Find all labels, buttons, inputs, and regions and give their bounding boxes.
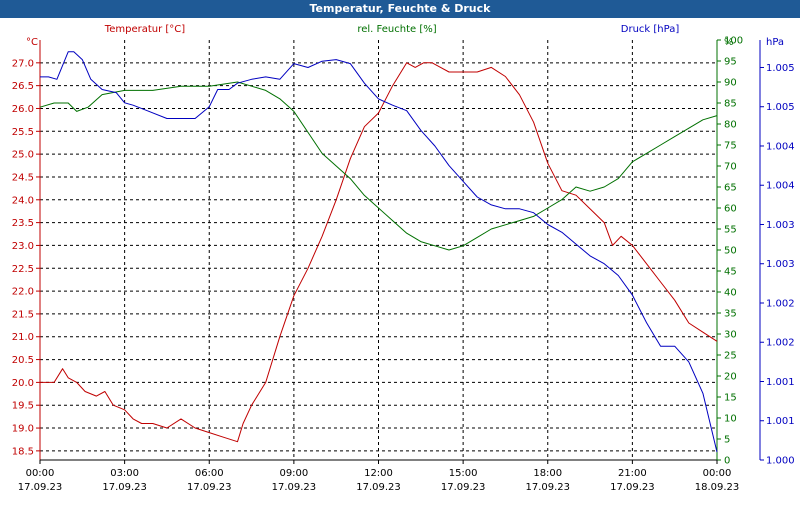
tick-label-temperature: 20.5 <box>12 355 34 366</box>
tick-label-date: 17.09.23 <box>18 482 63 493</box>
tick-label-temperature: 26.5 <box>12 81 34 92</box>
tick-label-temperature: 18.5 <box>12 446 34 457</box>
tick-label-date: 17.09.23 <box>441 482 486 493</box>
tick-label-pressure: 1.002 <box>766 298 795 309</box>
tick-label-humidity: 45 <box>724 267 737 278</box>
tick-label-time: 03:00 <box>110 468 139 479</box>
tick-label-date: 17.09.23 <box>610 482 655 493</box>
tick-label-temperature: 27.0 <box>12 58 34 69</box>
tick-label-temperature: 20.0 <box>12 378 34 389</box>
tick-label-time: 12:00 <box>364 468 393 479</box>
axis-label-humidity: rel. Feuchte [%] <box>357 24 436 35</box>
series-pressure-line <box>40 51 718 453</box>
tick-label-date: 17.09.23 <box>187 482 232 493</box>
tick-label-pressure: 1.005 <box>766 63 795 74</box>
tick-label-temperature: 22.0 <box>12 287 34 298</box>
tick-label-temperature: 26.0 <box>12 104 34 115</box>
tick-label-humidity: 10 <box>724 414 737 425</box>
tick-label-time: 09:00 <box>279 468 308 479</box>
tick-label-humidity: 5 <box>724 435 730 446</box>
tick-label-temperature: 19.5 <box>12 401 34 412</box>
tick-label-temperature: 24.0 <box>12 195 34 206</box>
tick-label-temperature: 25.0 <box>12 150 34 161</box>
tick-label-time: 21:00 <box>618 468 647 479</box>
tick-label-temperature: 23.0 <box>12 241 34 252</box>
tick-label-humidity: 65 <box>724 183 737 194</box>
tick-label-temperature: 23.5 <box>12 218 34 229</box>
chart-title: Temperatur, Feuchte & Druck <box>0 0 800 18</box>
tick-label-humidity: 70 <box>724 162 737 173</box>
tick-label-time: 00:00 <box>26 468 55 479</box>
axis-unit-humidity: % <box>724 37 734 48</box>
tick-label-humidity: 85 <box>724 99 737 110</box>
tick-label-date: 17.09.23 <box>525 482 570 493</box>
tick-label-pressure: 1.001 <box>766 377 795 388</box>
axis-unit-pressure: hPa <box>766 37 784 48</box>
tick-label-pressure: 1.001 <box>766 416 795 427</box>
tick-label-humidity: 0 <box>724 456 730 467</box>
tick-label-date: 17.09.23 <box>102 482 147 493</box>
tick-label-pressure: 1.003 <box>766 220 795 231</box>
series-humidity-line <box>39 81 718 251</box>
chart-svg: 18.5 19.0 19.5 20.0 20.5 21.0 21.5 22.0 22.5 23.0… <box>12 24 795 493</box>
tick-label-humidity: 40 <box>724 288 737 299</box>
tick-label-humidity: 30 <box>724 330 737 341</box>
tick-label-humidity: 100 <box>724 36 743 47</box>
axis-label-pressure: Druck [hPa] <box>621 24 680 35</box>
tick-label-temperature: 19.0 <box>12 424 34 435</box>
tick-label-temperature: 24.5 <box>12 172 34 183</box>
tick-label-humidity: 75 <box>724 141 737 152</box>
chart-area: 18.5 19.0 19.5 20.0 20.5 21.0 21.5 22.0 22.5 23.0… <box>0 18 800 500</box>
tick-label-pressure: 1.002 <box>766 338 795 349</box>
tick-label-humidity: 20 <box>724 372 737 383</box>
tick-label-humidity: 90 <box>724 78 737 89</box>
tick-label-pressure: 1.004 <box>766 181 795 192</box>
tick-label-temperature: 25.5 <box>12 127 34 138</box>
tick-label-humidity: 95 <box>724 57 737 68</box>
tick-label-time: 00:00 <box>703 468 732 479</box>
tick-label-pressure: 1.005 <box>766 102 795 113</box>
tick-label-pressure: 1.003 <box>766 259 795 270</box>
tick-label-pressure: 1.000 <box>766 456 795 467</box>
tick-label-pressure: 1.004 <box>766 141 795 152</box>
tick-label-temperature: 21.0 <box>12 332 34 343</box>
tick-label-humidity: 80 <box>724 120 737 131</box>
tick-label-time: 18:00 <box>533 468 562 479</box>
tick-label-date: 17.09.23 <box>272 482 317 493</box>
tick-label-time: 15:00 <box>449 468 478 479</box>
series-temperature-line <box>40 62 718 443</box>
tick-label-date: 18.09.23 <box>695 482 740 493</box>
axis-unit-temperature: °C <box>26 37 38 48</box>
tick-label-humidity: 35 <box>724 309 737 320</box>
axis-label-temperature: Temperatur [°C] <box>104 24 185 35</box>
tick-label-humidity: 55 <box>724 225 737 236</box>
tick-label-humidity: 15 <box>724 393 737 404</box>
tick-label-temperature: 22.5 <box>12 264 34 275</box>
tick-label-humidity: 50 <box>724 246 737 257</box>
tick-label-temperature: 21.5 <box>12 309 34 320</box>
tick-label-humidity: 25 <box>724 351 737 362</box>
tick-label-humidity: 60 <box>724 204 737 215</box>
tick-label-date: 17.09.23 <box>356 482 401 493</box>
tick-label-time: 06:00 <box>195 468 224 479</box>
